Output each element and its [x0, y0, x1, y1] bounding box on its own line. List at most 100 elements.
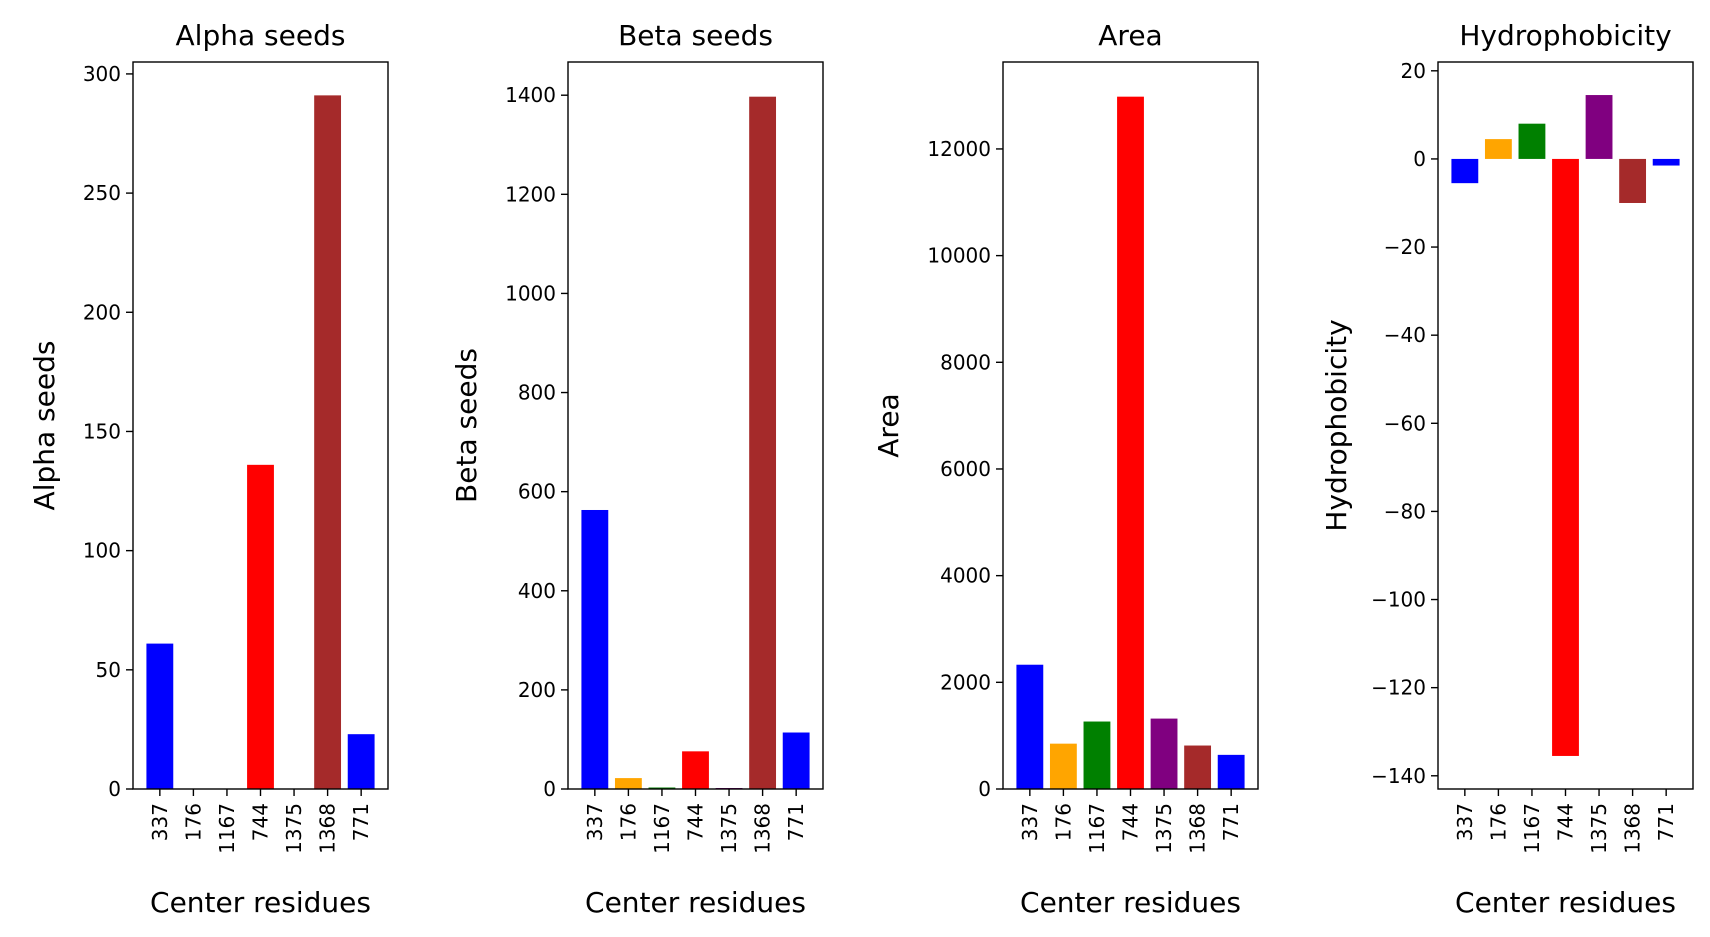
y-tick-label: 800 — [518, 381, 556, 405]
chart-title: Alpha seeds — [176, 19, 346, 52]
x-axis-label: Center residues — [585, 886, 806, 919]
bar-176 — [1484, 139, 1512, 159]
bar-176 — [1049, 743, 1077, 789]
y-tick-label: 100 — [83, 539, 121, 563]
x-tick-label: 744 — [1119, 803, 1143, 841]
x-tick-label: 1368 — [751, 803, 775, 854]
bar-771 — [782, 732, 810, 789]
y-tick-label: 0 — [978, 777, 991, 801]
x-tick-label: 744 — [1554, 803, 1578, 841]
x-tick-label: 744 — [249, 803, 273, 841]
bar-771 — [1217, 754, 1245, 789]
bar-744 — [682, 751, 709, 789]
x-tick-label: 337 — [1018, 803, 1042, 841]
y-tick-label: −80 — [1384, 499, 1426, 523]
x-tick-label: 1167 — [650, 803, 674, 854]
y-tick-label: 50 — [96, 658, 121, 682]
bar-744 — [1117, 96, 1144, 790]
bar-771 — [347, 734, 375, 789]
y-tick-label: 1000 — [505, 281, 556, 305]
y-tick-label: 300 — [83, 62, 121, 86]
bar-744 — [247, 464, 274, 789]
x-tick-label: 1368 — [316, 803, 340, 854]
x-tick-label: 771 — [349, 803, 373, 841]
chart-title: Hydrophobicity — [1459, 19, 1671, 52]
y-tick-label: −20 — [1384, 235, 1426, 259]
x-tick-label: 176 — [1051, 803, 1075, 841]
x-tick-label: 176 — [1486, 803, 1510, 841]
bar-1368 — [1619, 158, 1647, 203]
y-tick-label: 12000 — [927, 137, 991, 161]
chart-title: Beta seeds — [618, 19, 773, 52]
bar-1368 — [749, 96, 777, 789]
x-tick-label: 1375 — [282, 803, 306, 854]
y-tick-label: 4000 — [940, 564, 991, 588]
y-tick-label: 20 — [1401, 59, 1426, 83]
y-tick-label: −140 — [1371, 764, 1426, 788]
x-tick-label: 337 — [583, 803, 607, 841]
x-tick-label: 176 — [616, 803, 640, 841]
y-axis-label: Beta seeds — [450, 348, 483, 503]
y-tick-label: 2000 — [940, 670, 991, 694]
bar-1368 — [314, 95, 342, 790]
chart-title: Area — [1098, 19, 1162, 52]
chart-panel-2: 0 200 400 600 800 1000 1200 1400 337 176 1167 744 13… — [450, 19, 824, 919]
x-tick-label: 337 — [148, 803, 172, 841]
y-axis-label: Hydrophobicity — [1320, 319, 1353, 531]
bar-337 — [1016, 664, 1044, 789]
y-tick-label: 1200 — [505, 182, 556, 206]
y-tick-label: 600 — [518, 480, 556, 504]
y-tick-label: 6000 — [940, 457, 991, 481]
y-tick-label: 250 — [83, 181, 121, 205]
y-tick-label: 150 — [83, 419, 121, 443]
y-tick-label: 0 — [1413, 147, 1426, 171]
x-tick-label: 1375 — [1587, 803, 1611, 854]
bar-337 — [146, 643, 174, 789]
chart-panel-4: −140 −120 −100 −80 −60 −40 −20 0 20 337 176 1167 744… — [1320, 19, 1694, 919]
y-axis-label: Area — [872, 393, 905, 457]
y-tick-label: −60 — [1384, 411, 1426, 435]
y-tick-label: 0 — [543, 777, 556, 801]
y-tick-label: −100 — [1371, 588, 1426, 612]
x-tick-label: 1375 — [1152, 803, 1176, 854]
bar-337 — [1451, 158, 1479, 184]
y-tick-label: 1400 — [505, 83, 556, 107]
x-tick-label: 771 — [1219, 803, 1243, 841]
x-tick-label: 1375 — [717, 803, 741, 854]
y-tick-label: 200 — [83, 300, 121, 324]
y-tick-label: 400 — [518, 579, 556, 603]
y-axis-label: Alpha seeds — [28, 341, 61, 511]
x-axis-label: Center residues — [1020, 886, 1241, 919]
y-tick-label: 10000 — [927, 244, 991, 268]
x-axis-label: Center residues — [150, 886, 371, 919]
x-tick-label: 1167 — [1520, 803, 1544, 854]
bar-1375 — [1150, 718, 1178, 789]
x-tick-label: 771 — [784, 803, 808, 841]
y-tick-label: 200 — [518, 678, 556, 702]
x-tick-label: 771 — [1654, 803, 1678, 841]
x-tick-label: 176 — [181, 803, 205, 841]
chart-panel-1: 0 50 100 150 200 250 300 337 176 1167 744 1375 1368 7… — [28, 19, 389, 919]
chart-panel-3: 0 2000 4000 6000 8000 10000 12000 337 176 1167 744… — [872, 19, 1259, 919]
x-tick-label: 1167 — [1085, 803, 1109, 854]
bar-771 — [1652, 158, 1680, 166]
bar-1167 — [1518, 123, 1546, 159]
bar-1167 — [648, 787, 676, 789]
y-tick-label: −40 — [1384, 323, 1426, 347]
x-axis-label: Center residues — [1455, 886, 1676, 919]
bar-1368 — [1184, 745, 1212, 789]
y-tick-label: 0 — [108, 777, 121, 801]
bar-744 — [1552, 158, 1579, 756]
bar-337 — [581, 509, 609, 789]
x-tick-label: 744 — [684, 803, 708, 841]
bar-1375 — [1585, 95, 1613, 159]
bar-1167 — [1083, 721, 1111, 789]
x-tick-label: 1368 — [1186, 803, 1210, 854]
x-tick-label: 1368 — [1621, 803, 1645, 854]
bar-176 — [614, 778, 642, 789]
x-tick-label: 337 — [1453, 803, 1477, 841]
x-tick-label: 1167 — [215, 803, 239, 854]
y-tick-label: 8000 — [940, 350, 991, 374]
y-tick-label: −120 — [1371, 676, 1426, 700]
